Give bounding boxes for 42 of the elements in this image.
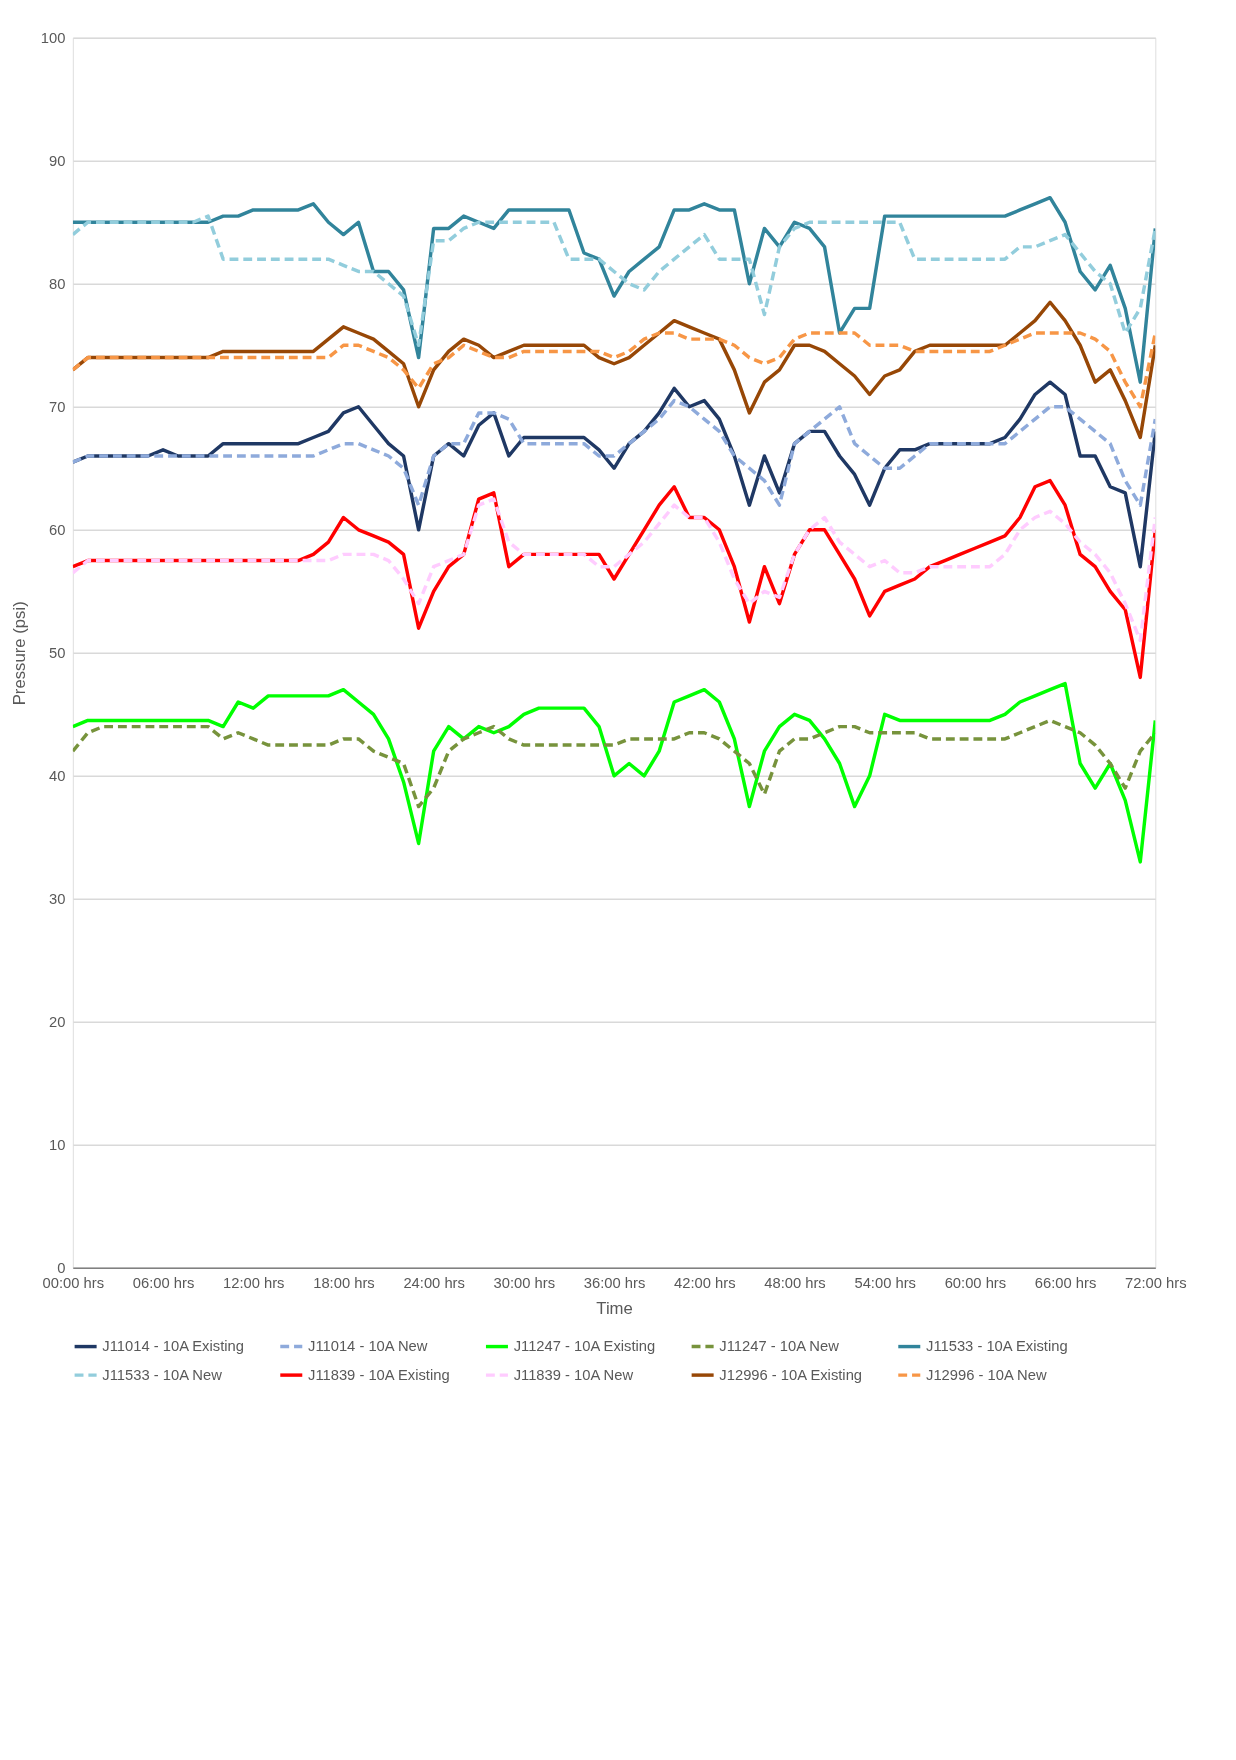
x-tick-label: 54:00 hrs xyxy=(854,1275,916,1292)
y-tick-label: 50 xyxy=(49,645,66,662)
legend-label: J11247 - 10A Existing xyxy=(513,1338,656,1355)
x-tick-label: 06:00 hrs xyxy=(132,1275,195,1292)
x-tick-label: 12:00 hrs xyxy=(222,1275,285,1292)
x-axis-title: Time xyxy=(596,1298,633,1318)
line-series xyxy=(72,681,1156,864)
y-tick-label: 90 xyxy=(49,153,66,170)
x-tick-label: 30:00 hrs xyxy=(493,1275,556,1292)
line-series xyxy=(72,331,1156,409)
y-tick-label: 20 xyxy=(49,1014,66,1031)
legend-label: J11247 - 10A New xyxy=(719,1338,840,1355)
legend-label: J11014 - 10A New xyxy=(308,1338,428,1355)
x-tick-label: 24:00 hrs xyxy=(403,1275,465,1292)
legend-label: J11839 - 10A Existing xyxy=(308,1367,450,1384)
line-series xyxy=(72,497,1156,643)
x-tick-label: 60:00 hrs xyxy=(944,1275,1007,1292)
y-tick-label: 80 xyxy=(49,276,66,293)
legend-label: J11533 - 10A New xyxy=(102,1367,223,1384)
y-tick-label: 30 xyxy=(49,891,66,908)
line-series xyxy=(72,214,1156,347)
x-tick-label: 42:00 hrs xyxy=(674,1275,736,1292)
y-tick-label: 60 xyxy=(49,522,66,539)
y-tick-label: 70 xyxy=(49,399,66,416)
y-axis-title: Pressure (psi) xyxy=(10,601,30,706)
y-tick-label: 40 xyxy=(49,768,66,785)
x-tick-label: 36:00 hrs xyxy=(583,1275,646,1292)
x-tick-label: 66:00 hrs xyxy=(1034,1275,1097,1292)
x-tick-label: 72:00 hrs xyxy=(1125,1275,1187,1292)
legend-label: J12996 - 10A Existing xyxy=(719,1367,863,1384)
line-series xyxy=(72,718,1156,809)
x-tick-label: 00:00 hrs xyxy=(42,1275,105,1292)
x-tick-label: 48:00 hrs xyxy=(764,1275,826,1292)
y-tick-label: 10 xyxy=(49,1137,66,1154)
y-tick-label: 100 xyxy=(40,30,66,47)
legend-label: J11533 - 10A Existing xyxy=(926,1338,1068,1355)
legend-label: J12996 - 10A New xyxy=(926,1367,1047,1384)
x-tick-label: 18:00 hrs xyxy=(313,1275,375,1292)
line-series xyxy=(72,398,1156,507)
legend-label: J11014 - 10A Existing xyxy=(102,1338,244,1355)
y-tick-label: 0 xyxy=(57,1260,66,1277)
legend-label: J11839 - 10A New xyxy=(513,1367,634,1384)
